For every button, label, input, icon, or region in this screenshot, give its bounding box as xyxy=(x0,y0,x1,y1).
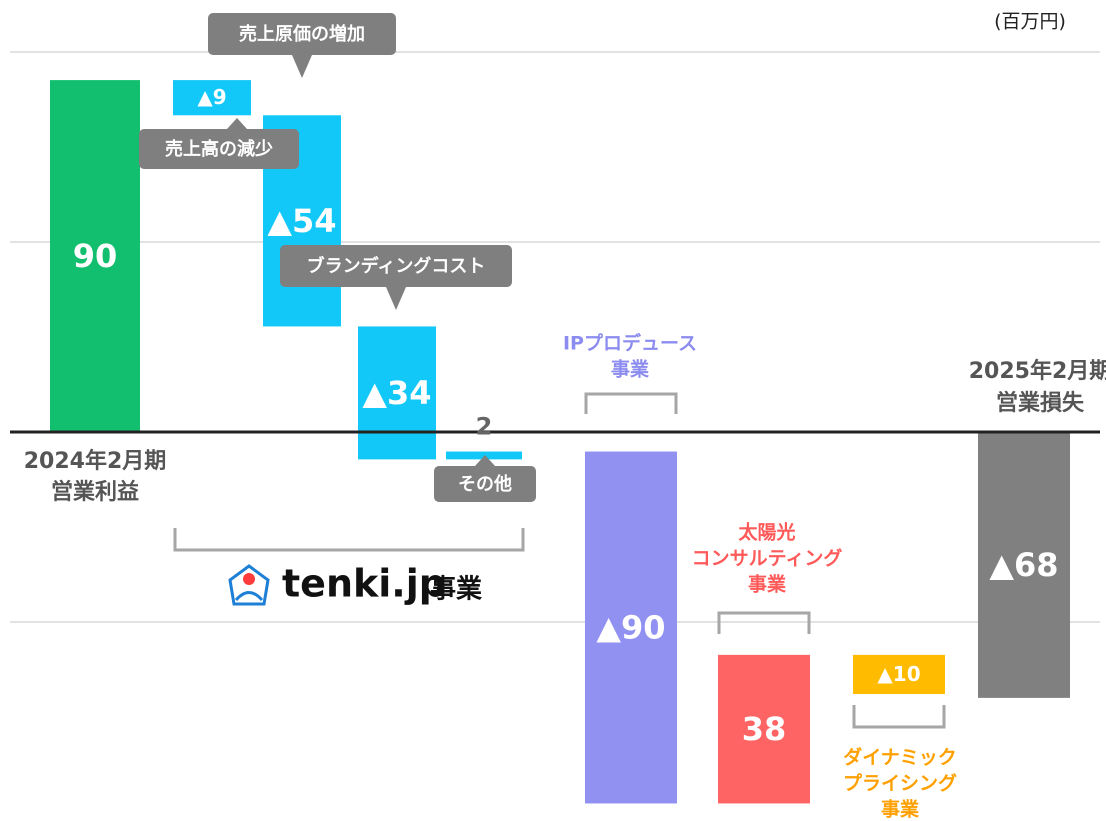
category-label: その他 xyxy=(458,473,512,495)
category-label: 営業損失 xyxy=(996,390,1085,416)
bar xyxy=(718,654,810,804)
bracket xyxy=(717,611,811,634)
value-label: 38 xyxy=(742,710,787,748)
value-label: ▲68 xyxy=(989,546,1058,584)
category-label: 太陽光 xyxy=(738,521,795,544)
category-label: コンサルティング xyxy=(692,547,843,570)
category-label: 営業利益 xyxy=(51,479,139,505)
bars xyxy=(50,80,1070,804)
category-label: ダイナミック xyxy=(843,746,957,769)
value-label: ▲10 xyxy=(877,662,920,686)
value-label: 2 xyxy=(476,413,493,441)
category-label: 売上高の減少 xyxy=(165,138,273,160)
category-label: 2025年2月期 xyxy=(969,358,1106,384)
bar xyxy=(50,80,140,432)
category-label: プライシング xyxy=(843,772,957,795)
callout-box xyxy=(280,245,512,287)
callout-pointer xyxy=(227,118,247,129)
category-label: 事業 xyxy=(748,573,787,596)
value-label: 90 xyxy=(73,237,118,275)
group-brand: tenki.jp xyxy=(282,562,446,606)
callout-box xyxy=(208,13,396,55)
callout-pointer xyxy=(475,455,495,466)
callout-box xyxy=(434,466,536,502)
group-suffix: 事業 xyxy=(430,575,482,605)
bracket xyxy=(852,705,946,729)
callout-pointer xyxy=(386,287,406,310)
value-label: ▲9 xyxy=(197,85,226,109)
callout-box xyxy=(139,129,299,169)
brand-icon xyxy=(228,564,270,606)
category-label: 事業 xyxy=(881,798,920,821)
category-label: ブランディングコスト xyxy=(307,255,486,277)
value-label: ▲54 xyxy=(267,202,336,240)
value-label: ▲34 xyxy=(362,374,431,412)
bar xyxy=(446,451,522,460)
bar xyxy=(978,432,1070,698)
value-label: ▲90 xyxy=(596,609,665,647)
callout-pointer xyxy=(292,55,312,78)
bracket xyxy=(584,392,678,414)
category-label: IPプロデュース xyxy=(563,332,697,355)
bar xyxy=(358,326,436,460)
unit-label: (百万円) xyxy=(994,11,1066,33)
category-label: 売上原価の増加 xyxy=(239,23,365,45)
category-label: 2024年2月期 xyxy=(24,448,167,474)
group-bracket xyxy=(173,528,525,552)
bar xyxy=(173,80,251,116)
category-label: 事業 xyxy=(611,358,650,381)
bar xyxy=(585,451,677,804)
bar xyxy=(853,654,945,694)
